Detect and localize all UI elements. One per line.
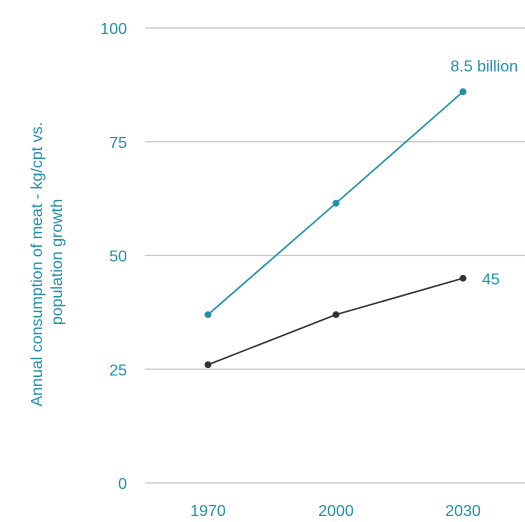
data-labels: 8.5 billion 45 [450,59,518,289]
data-point [204,361,212,369]
data-point [204,311,212,319]
x-tick-label: 2000 [318,503,354,520]
series-end-label: 45 [482,271,500,288]
x-tick-label: 2030 [445,503,481,520]
x-tick-label: 1970 [190,503,226,520]
x-axis-ticks: 1970 2000 2030 [190,503,481,520]
series [204,88,467,369]
y-tick-label: 25 [109,362,127,379]
gridlines [145,27,525,484]
y-axis-title-line-1: Annual consumption of meat - kg/cpt vs. [29,122,46,407]
series-line-2 [207,277,464,366]
y-tick-label: 0 [118,476,127,493]
data-point [332,311,340,319]
y-axis-ticks: 0 25 50 75 100 [100,21,127,493]
data-point [459,274,467,282]
series-end-label: 8.5 billion [450,59,518,76]
y-tick-label: 75 [109,135,127,152]
data-point [459,88,467,96]
data-point [332,199,340,207]
y-axis-title: Annual consumption of meat - kg/cpt vs. … [29,117,66,406]
y-axis-title-line-2: population growth [49,199,66,325]
y-tick-label: 100 [100,21,127,38]
y-tick-label: 50 [109,249,127,266]
